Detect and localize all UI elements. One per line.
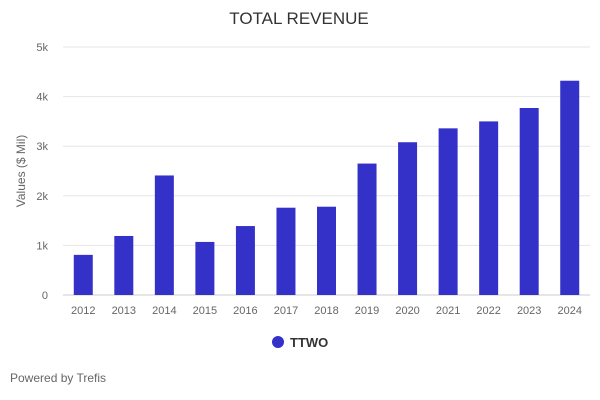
x-tick-label: 2018 xyxy=(314,305,338,317)
x-tick-label: 2015 xyxy=(193,305,217,317)
y-tick-label: 3k xyxy=(36,141,48,153)
bar-2021[interactable] xyxy=(438,128,458,295)
x-tick-label: 2013 xyxy=(112,305,136,317)
y-tick-label: 1k xyxy=(36,240,48,252)
x-tick-label: 2012 xyxy=(71,305,95,317)
bar-2014[interactable] xyxy=(154,175,174,295)
bar-2013[interactable] xyxy=(114,235,134,295)
y-axis-label: Values ($ Mil) xyxy=(14,135,28,207)
bar-2017[interactable] xyxy=(276,207,296,295)
legend-marker xyxy=(272,336,284,348)
y-tick-label: 5k xyxy=(36,42,48,54)
bar-2022[interactable] xyxy=(479,121,499,296)
legend-label[interactable]: TTWO xyxy=(290,335,328,350)
x-tick-label: 2014 xyxy=(152,305,176,317)
bar-2024[interactable] xyxy=(560,80,580,295)
chart-title: TOTAL REVENUE xyxy=(229,9,369,28)
bar-2018[interactable] xyxy=(317,206,336,295)
x-tick-label: 2023 xyxy=(517,305,541,317)
powered-by-footer[interactable]: Powered by Trefis xyxy=(10,371,107,385)
y-tick-label: 4k xyxy=(36,92,48,104)
x-tick-label: 2022 xyxy=(476,305,500,317)
x-tick-label: 2021 xyxy=(436,305,460,317)
x-tick-label: 2019 xyxy=(355,305,379,317)
bar-2019[interactable] xyxy=(357,163,377,295)
bar-2016[interactable] xyxy=(235,226,255,295)
y-tick-label: 0 xyxy=(42,290,48,302)
legend[interactable]: TTWO xyxy=(272,335,328,350)
bar-2023[interactable] xyxy=(519,108,539,296)
x-tick-label: 2020 xyxy=(395,305,419,317)
bar-2012[interactable] xyxy=(73,254,93,295)
y-tick-label: 2k xyxy=(36,191,48,203)
x-tick-label: 2016 xyxy=(233,305,257,317)
bar-2015[interactable] xyxy=(195,241,215,295)
x-tick-label: 2024 xyxy=(557,305,581,317)
bar-2020[interactable] xyxy=(398,142,418,295)
x-tick-label: 2017 xyxy=(274,305,298,317)
